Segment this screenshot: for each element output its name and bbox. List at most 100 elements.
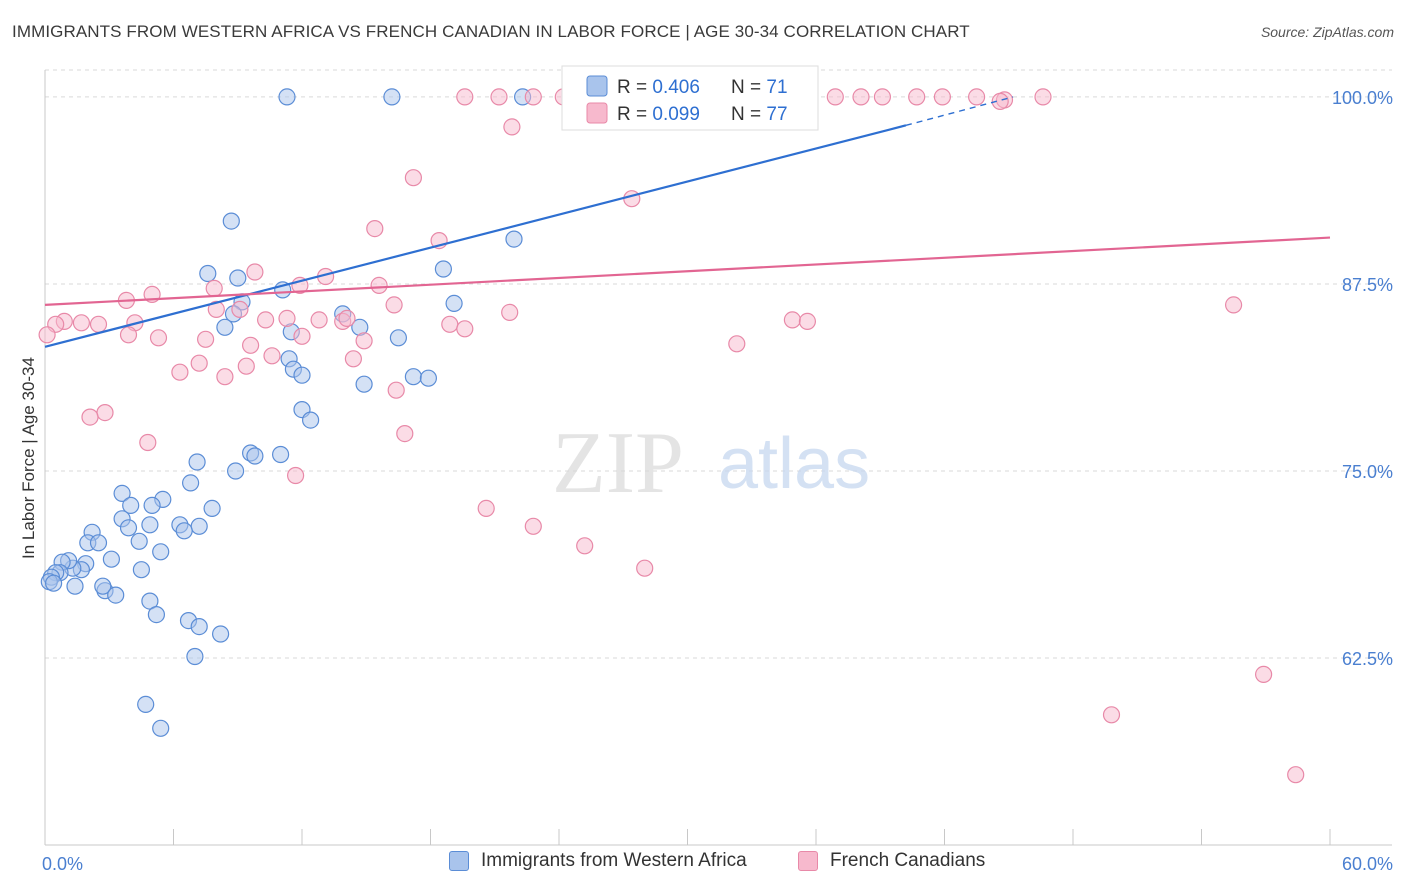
watermark-zip: ZIP: [552, 415, 684, 512]
point-french-canadians: [139, 433, 157, 452]
point-french-canadians: [908, 88, 926, 106]
point-french-canadians: [278, 309, 296, 327]
point-french-canadians: [1254, 665, 1273, 684]
y-tick-label: 75.0%: [1342, 462, 1393, 482]
legend-n-value-blue: 71: [766, 77, 787, 98]
point-french-canadians: [783, 311, 802, 329]
point-western-africa: [137, 695, 155, 714]
x-tick-label-min: 0.0%: [42, 854, 83, 874]
point-western-africa: [389, 329, 407, 347]
point-western-africa: [212, 625, 230, 643]
point-french-canadians: [873, 88, 892, 106]
point-western-africa: [188, 453, 206, 471]
point-french-canadians: [524, 517, 542, 535]
point-french-canadians: [242, 336, 260, 354]
point-western-africa: [229, 269, 247, 287]
point-western-africa: [119, 519, 138, 537]
point-western-africa: [147, 605, 165, 624]
point-french-canadians: [490, 88, 508, 106]
point-french-canadians: [456, 320, 474, 338]
point-french-canadians: [197, 330, 215, 348]
point-french-canadians: [396, 425, 414, 443]
point-western-africa: [190, 517, 208, 535]
point-french-canadians: [263, 347, 281, 365]
legend-label-french-canadians: French Canadians: [830, 850, 986, 871]
point-western-africa: [272, 445, 290, 464]
trend-line-western-africa-extension: [905, 96, 1014, 127]
point-french-canadians: [205, 279, 223, 297]
point-western-africa: [66, 577, 84, 595]
point-french-canadians: [967, 88, 986, 106]
legend-item-french-canadians: French Canadians: [798, 850, 985, 872]
point-western-africa: [190, 617, 208, 636]
legend-item-western-africa: Immigrants from Western Africa: [449, 850, 747, 872]
legend-swatch-blue: [586, 75, 608, 97]
trend-line-french-canadians: [44, 236, 1331, 306]
series-western-africa: [40, 88, 532, 737]
point-french-canadians: [96, 404, 114, 422]
point-french-canadians: [387, 381, 405, 399]
point-western-africa: [445, 294, 463, 312]
point-french-canadians: [287, 466, 305, 485]
point-french-canadians: [38, 326, 56, 344]
legend-r-label-blue: R = 0.406: [617, 77, 700, 98]
point-french-canadians: [237, 357, 255, 375]
legend-swatch-western-africa: [449, 851, 469, 871]
point-french-canadians: [344, 350, 362, 368]
point-french-canadians: [370, 276, 388, 294]
point-french-canadians: [1102, 706, 1121, 724]
y-tick-label: 87.5%: [1342, 275, 1393, 295]
point-french-canadians: [477, 499, 495, 517]
point-french-canadians: [257, 311, 275, 329]
point-french-canadians: [524, 88, 542, 106]
point-french-canadians: [826, 88, 844, 106]
point-western-africa: [152, 719, 170, 737]
y-tick-label: 100.0%: [1332, 88, 1393, 108]
point-french-canadians: [119, 326, 138, 344]
point-french-canadians: [991, 92, 1009, 111]
point-western-africa: [122, 496, 140, 514]
point-french-canadians: [728, 335, 746, 353]
point-western-africa: [113, 484, 131, 502]
point-french-canadians: [441, 315, 459, 333]
x-tick-label-max: 60.0%: [1342, 854, 1393, 874]
point-french-canadians: [310, 311, 328, 329]
y-axis-label: In Labor Force | Age 30-34: [19, 357, 38, 559]
point-western-africa: [175, 522, 193, 540]
point-french-canadians: [366, 220, 384, 238]
legend-r-value-pink: 0.099: [652, 104, 700, 125]
point-french-canadians: [207, 300, 225, 318]
watermark: ZIP atlas: [552, 415, 870, 512]
point-western-africa: [141, 516, 159, 534]
point-french-canadians: [798, 312, 817, 330]
point-western-africa: [107, 586, 125, 604]
y-tick-label: 62.5%: [1342, 649, 1393, 669]
point-french-canadians: [501, 303, 519, 321]
point-french-canadians: [89, 315, 108, 333]
legend-swatch-french-canadians: [798, 851, 818, 871]
point-western-africa: [355, 375, 373, 393]
point-western-africa: [130, 532, 148, 550]
point-french-canadians: [636, 559, 654, 577]
point-french-canadians: [852, 88, 870, 106]
point-french-canadians: [503, 118, 521, 136]
point-french-canadians: [338, 309, 356, 327]
point-western-africa: [132, 561, 150, 579]
point-french-canadians: [576, 537, 594, 555]
legend-n-label-pink: N = 77: [731, 104, 788, 125]
point-french-canadians: [216, 368, 234, 386]
point-french-canadians: [355, 332, 373, 350]
point-french-canadians: [81, 408, 99, 426]
point-western-africa: [89, 534, 108, 552]
point-western-africa: [278, 88, 296, 106]
point-french-canadians: [385, 296, 403, 314]
point-western-africa: [216, 318, 234, 336]
point-french-canadians: [72, 314, 91, 332]
point-western-africa: [199, 264, 217, 283]
point-french-canadians: [171, 363, 189, 381]
point-western-africa: [203, 499, 221, 517]
point-western-africa: [434, 260, 452, 278]
point-western-africa: [152, 543, 170, 561]
point-western-africa: [182, 474, 200, 492]
